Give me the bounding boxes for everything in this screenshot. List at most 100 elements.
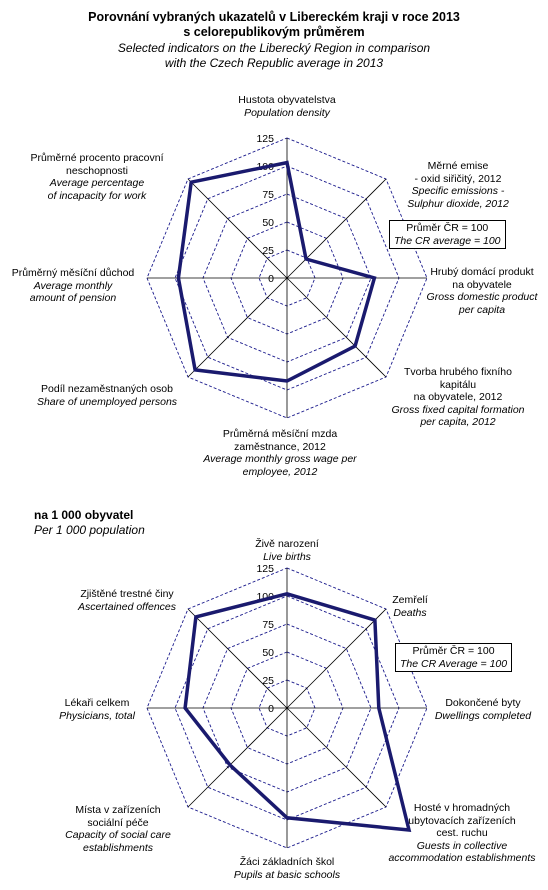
axis-label-en: per capita, 2012	[420, 416, 496, 428]
axis-label-en: Physicians, total	[59, 709, 135, 722]
axis-label-1-4: Tvorba hrubého fixního kapitálu na obyvate…	[391, 366, 524, 429]
tick-label-0: 0	[268, 703, 274, 715]
spoke-8	[187, 178, 288, 279]
data-series-line	[183, 591, 412, 832]
axis-label-en: Average percentage	[49, 177, 145, 189]
axis-label-en: Average monthly	[33, 279, 113, 292]
axis-label-cz: cest. ruchu	[436, 827, 488, 839]
axis-label-cz: ubytovacích zařízeních	[408, 814, 516, 827]
axis-label-en: per capita	[458, 303, 506, 316]
axis-label-2-4: Hosté v hromadných ubytovacích zařízeních…	[388, 802, 535, 865]
axis-label-cz: Zemřelí	[392, 594, 428, 606]
title-en-line2: with the Czech Republic average in 2013	[164, 56, 384, 70]
axis-label-cz: Žáci základních škol	[239, 856, 335, 868]
grid-ring-5	[146, 137, 428, 419]
axis-label-1-1: Hustota obyvatelstva Population density	[238, 94, 335, 119]
axis-label-en: Average monthly gross wage per	[203, 453, 357, 465]
axis-label-cz: Zjištěné trestné činy	[80, 588, 174, 600]
axis-label-2-5: Žáci základních škol Pupils at basic scho…	[234, 856, 340, 881]
axis-label-en: employee, 2012	[242, 465, 318, 478]
axis-label-en: Share of unemployed persons	[36, 395, 178, 408]
axis-label-cz: zaměstnance, 2012	[234, 440, 326, 453]
axis-label-2-8: Zjištěné trestné činy Ascertained offence…	[78, 588, 176, 613]
title-cz-line1: Porovnání vybraných ukazatelů v Libereck…	[88, 10, 460, 24]
axis-label-cz: Lékaři celkem	[64, 697, 130, 709]
axis-label-cz: kapitálu	[439, 378, 477, 391]
axis-label-en: establishments	[82, 841, 154, 854]
reference-box-1: Průměr ČR = 100 The CR average = 100	[389, 220, 506, 249]
axis-label-en: Dwellings completed	[434, 709, 532, 722]
reference-box-cz: Průměr ČR = 100	[412, 645, 495, 657]
axis-label-2-7: Lékaři celkem Physicians, total	[59, 697, 135, 722]
spoke-8	[187, 608, 288, 709]
reference-box-en: The CR Average = 100	[400, 657, 508, 670]
spoke-2	[286, 178, 387, 279]
axis-label-en: Gross domestic product	[426, 291, 538, 303]
chart-title: Porovnání vybraných ukazatelů v Libereck…	[0, 10, 548, 40]
tick-label-25: 25	[262, 675, 274, 687]
axis-label-cz: Živě narození	[255, 538, 319, 550]
chart2-header-cz: na 1 000 obyvatel	[34, 508, 134, 522]
axis-label-1-6: Podíl nezaměstnaných osob Share of unempl…	[37, 383, 177, 408]
chart-subtitle: Selected indicators on the Liberecký Reg…	[0, 41, 548, 71]
axis-label-en: accommodation establishments	[388, 852, 536, 864]
reference-box-en: The CR average = 100	[394, 234, 501, 247]
axis-label-en: of incapacity for work	[47, 189, 147, 202]
axis-label-en: Live births	[263, 550, 311, 563]
axis-label-2-2: Zemřelí Deaths	[392, 594, 428, 619]
spoke-2	[286, 608, 387, 709]
axis-label-cz: Průměrná měsíční mzda	[222, 428, 338, 440]
axis-label-en: Capacity of social care	[65, 829, 171, 841]
axis-label-en: Guests in collective	[416, 839, 508, 852]
axis-label-cz: Místa v zařízeních	[75, 804, 161, 816]
grid-ring-5	[146, 567, 428, 849]
axis-label-en: Pupils at basic schools	[233, 868, 341, 881]
axis-label-cz: sociální péče	[87, 816, 149, 829]
axis-label-cz: Hrubý domácí produkt	[430, 266, 534, 278]
axis-label-cz: Tvorba hrubého fixního	[404, 366, 512, 378]
axis-label-cz: Měrné emise	[427, 160, 489, 172]
axis-label-1-5: Průměrná měsíční mzda zaměstnance, 2012 Av…	[203, 428, 356, 478]
reference-box-2: Průměr ČR = 100 The CR Average = 100	[395, 643, 513, 672]
title-cz-line2: s celorepublikovým průměrem	[183, 25, 365, 39]
axis-label-2-1: Živě narození Live births	[255, 538, 319, 563]
axis-label-cz: neschopnosti	[66, 164, 128, 177]
axis-label-1-7: Průměrný měsíční důchod Average monthly am…	[12, 267, 135, 305]
chart2-header: na 1 000 obyvatel Per 1 000 population	[34, 508, 145, 538]
axis-label-en: Population density	[244, 106, 330, 119]
axis-label-cz: Průměrné procento pracovní	[30, 152, 164, 164]
axis-label-en: Gross fixed capital formation	[391, 403, 525, 416]
axis-label-cz: Průměrný měsíční důchod	[11, 267, 135, 279]
chart2-header-en: Per 1 000 population	[34, 523, 145, 537]
tick-label-0: 0	[268, 273, 274, 285]
tick-label-25: 25	[262, 245, 274, 257]
axis-label-cz: Hustota obyvatelstva	[238, 94, 336, 106]
tick-label-75: 75	[262, 189, 274, 201]
spoke-6	[187, 277, 288, 378]
tick-label-125: 125	[256, 563, 274, 575]
axis-label-en: Deaths	[393, 606, 427, 619]
axis-label-cz: - oxid siřičitý, 2012	[414, 172, 502, 185]
axis-label-cz: na obyvatele	[452, 278, 512, 291]
spoke-4	[286, 277, 387, 378]
tick-label-50: 50	[262, 217, 274, 229]
axis-label-cz: na obyvatele, 2012	[413, 391, 503, 403]
tick-label-125: 125	[256, 133, 274, 145]
spoke-6	[187, 707, 288, 808]
axis-label-1-8: Průměrné procento pracovní neschopnosti Av…	[30, 152, 163, 202]
title-en-line1: Selected indicators on the Liberecký Reg…	[117, 41, 431, 55]
axis-label-cz: Hosté v hromadných	[413, 802, 511, 814]
axis-label-2-6: Místa v zařízeních sociální péče Capacity …	[65, 804, 171, 854]
axis-label-en: Ascertained offences	[77, 600, 177, 613]
reference-box-cz: Průměr ČR = 100	[406, 222, 489, 234]
axis-label-2-3: Dokončené byty Dwellings completed	[435, 697, 531, 722]
axis-label-1-2: Měrné emise - oxid siřičitý, 2012 Specific…	[407, 160, 509, 210]
axis-label-cz: Dokončené byty	[445, 697, 521, 709]
axis-label-en: Specific emissions -	[411, 185, 505, 197]
axis-label-en: Sulphur dioxide, 2012	[407, 197, 509, 210]
spoke-4	[286, 707, 387, 808]
tick-label-50: 50	[262, 647, 274, 659]
axis-label-en: amount of pension	[29, 292, 117, 304]
